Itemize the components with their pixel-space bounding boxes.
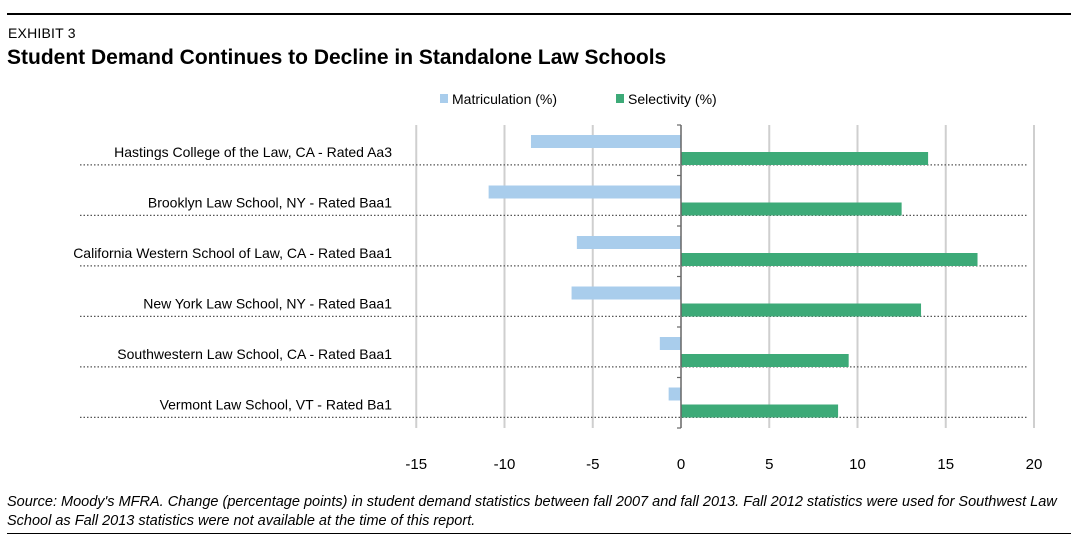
x-tick-label: -15: [405, 456, 427, 473]
category-label: Southwestern Law School, CA - Rated Baa1: [117, 346, 392, 362]
category-label: California Western School of Law, CA - R…: [73, 245, 392, 261]
category-label: Hastings College of the Law, CA - Rated …: [114, 144, 392, 160]
bar-matriculation: [668, 387, 681, 401]
bar-matriculation: [576, 236, 681, 249]
row-separators: [80, 164, 1027, 418]
chart-title: Student Demand Continues to Decline in S…: [7, 46, 667, 69]
exhibit-label: EXHIBIT 3: [8, 25, 76, 41]
category-labels: Hastings College of the Law, CA - Rated …: [73, 144, 393, 412]
legend: Matriculation (%) Selectivity (%): [440, 91, 717, 107]
bar-selectivity: [681, 152, 929, 165]
chart-area: Matriculation (%) Selectivity (%) Hastin…: [73, 91, 1042, 473]
legend-swatch-selectivity: [616, 94, 624, 103]
bar-matriculation: [530, 135, 681, 148]
source-note: Source: Moody's MFRA. Change (percentage…: [7, 494, 1057, 529]
bar-matriculation: [488, 185, 681, 199]
gridlines: [415, 125, 1035, 428]
x-tick-label: 20: [1026, 456, 1043, 473]
top-rule: [7, 13, 1071, 15]
x-tick-labels: -15 -10 -5 0 5 10 15 20: [405, 456, 1042, 473]
legend-label-matriculation: Matriculation (%): [452, 91, 557, 107]
bottom-rule: [7, 533, 1071, 534]
zero-axis: [677, 124, 682, 429]
bar-selectivity: [681, 202, 902, 216]
category-label: Brooklyn Law School, NY - Rated Baa1: [148, 194, 392, 210]
bar-selectivity: [681, 303, 922, 317]
legend-label-selectivity: Selectivity (%): [628, 91, 717, 107]
category-label: New York Law School, NY - Rated Baa1: [143, 295, 392, 311]
x-tick-label: 0: [677, 456, 685, 473]
x-tick-label: 15: [937, 456, 954, 473]
bar-selectivity: [681, 404, 839, 418]
bar-selectivity: [681, 253, 978, 266]
category-label: Vermont Law School, VT - Rated Ba1: [160, 396, 393, 412]
bar-selectivity: [681, 354, 849, 367]
x-tick-label: -5: [586, 456, 599, 473]
x-tick-label: 5: [765, 456, 773, 473]
bars: [488, 135, 978, 418]
legend-swatch-matriculation: [440, 94, 448, 103]
bar-matriculation: [571, 286, 681, 300]
bar-matriculation: [659, 337, 681, 350]
x-tick-label: 10: [849, 456, 866, 473]
x-tick-label: -10: [494, 456, 516, 473]
